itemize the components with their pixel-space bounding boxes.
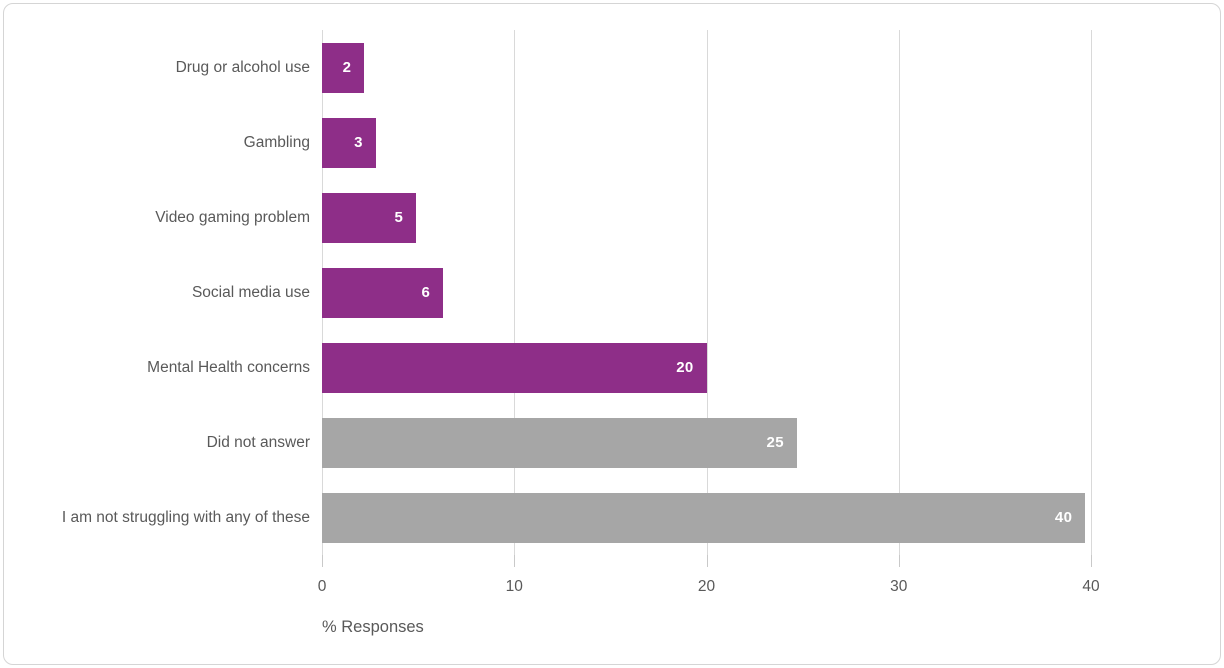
category-label-gambling: Gambling bbox=[243, 133, 310, 151]
bar-drug-or-alcohol-use: 2 bbox=[322, 42, 365, 93]
category-label-social-media-use: Social media use bbox=[191, 283, 310, 301]
x-axis-title: % Responses bbox=[322, 618, 424, 636]
x-axis-tick-10 bbox=[514, 555, 516, 567]
gridline-20 bbox=[706, 30, 708, 555]
x-tick-label-0: 0 bbox=[317, 578, 327, 595]
x-tick-label-30: 30 bbox=[890, 578, 908, 595]
bar-gambling: 3 bbox=[322, 117, 376, 168]
bar-value-label-mental-health-concerns: 20 bbox=[676, 359, 694, 376]
bar-video-gaming-problem: 5 bbox=[322, 192, 417, 243]
bar-value-label-i-am-not-struggling-with-any-of-these: 40 bbox=[1054, 509, 1073, 526]
category-label-i-am-not-struggling-with-any-of-these: I am not struggling with any of these bbox=[61, 508, 310, 526]
x-axis-tick-0 bbox=[322, 555, 323, 567]
bar-i-am-not-struggling-with-any-of-these: 40 bbox=[322, 492, 1086, 543]
bar-social-media-use: 6 bbox=[322, 267, 444, 318]
chart-frame bbox=[3, 3, 1221, 665]
bar-value-label-did-not-answer: 25 bbox=[766, 434, 784, 451]
x-tick-label-40: 40 bbox=[1082, 578, 1100, 595]
x-tick-label-20: 20 bbox=[697, 578, 716, 595]
category-label-video-gaming-problem: Video gaming problem bbox=[155, 208, 310, 226]
bar-value-label-video-gaming-problem: 5 bbox=[394, 209, 404, 226]
gridline-10 bbox=[514, 30, 516, 555]
bar-value-label-drug-or-alcohol-use: 2 bbox=[342, 59, 352, 76]
x-axis-tick-40 bbox=[1091, 555, 1092, 567]
category-label-mental-health-concerns: Mental Health concerns bbox=[147, 358, 310, 376]
category-label-did-not-answer: Did not answer bbox=[206, 433, 310, 451]
x-axis-tick-20 bbox=[706, 555, 708, 567]
bar-mental-health-concerns: 20 bbox=[322, 342, 707, 393]
x-tick-label-10: 10 bbox=[505, 578, 523, 595]
category-label-drug-or-alcohol-use: Drug or alcohol use bbox=[175, 58, 310, 76]
bar-value-label-gambling: 3 bbox=[354, 134, 363, 151]
gridline-30 bbox=[898, 30, 900, 555]
gridline-40 bbox=[1091, 30, 1092, 555]
x-axis-tick-30 bbox=[898, 555, 900, 567]
bar-did-not-answer: 25 bbox=[322, 417, 797, 468]
bar-value-label-social-media-use: 6 bbox=[421, 284, 431, 301]
